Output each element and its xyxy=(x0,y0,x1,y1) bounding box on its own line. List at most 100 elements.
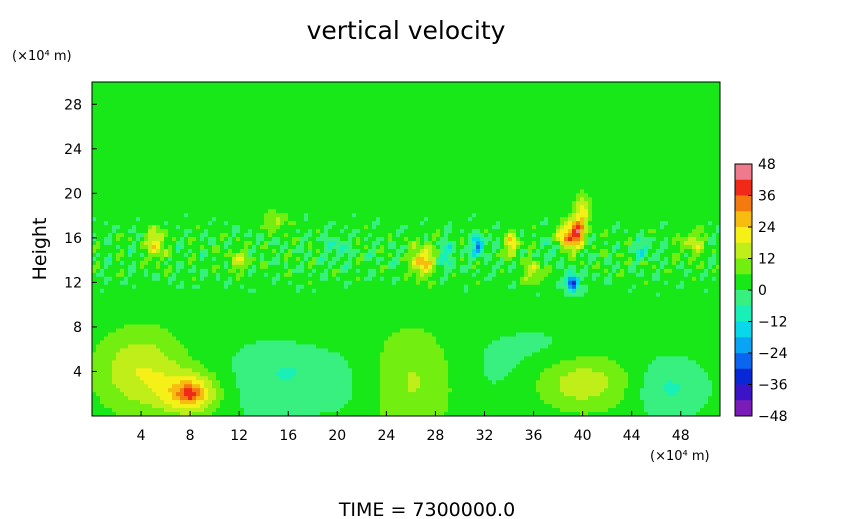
heatmap-cell xyxy=(700,185,705,190)
heatmap-cell xyxy=(504,85,509,91)
heatmap-cell xyxy=(464,121,469,127)
heatmap-cell xyxy=(220,201,225,206)
heatmap-cell xyxy=(304,89,309,95)
heatmap-cell xyxy=(356,185,361,190)
heatmap-cell xyxy=(404,161,409,166)
heatmap-cell xyxy=(632,165,637,170)
heatmap-cell xyxy=(248,129,253,135)
heatmap-cell xyxy=(444,157,449,162)
heatmap-cell xyxy=(708,117,713,123)
heatmap-cell xyxy=(628,133,633,139)
heatmap-cell xyxy=(144,105,149,111)
heatmap-cell xyxy=(304,133,309,139)
heatmap-cell xyxy=(248,153,253,158)
heatmap-cell xyxy=(168,125,173,131)
heatmap-cell xyxy=(432,117,437,123)
heatmap-cell xyxy=(684,165,689,170)
heatmap-cell xyxy=(248,141,253,147)
heatmap-cell xyxy=(412,161,417,166)
heatmap-cell xyxy=(120,149,125,154)
heatmap-cell xyxy=(508,121,513,127)
heatmap-cell xyxy=(688,165,693,170)
heatmap-cell xyxy=(304,117,309,123)
heatmap-cell xyxy=(436,125,441,131)
heatmap-cell xyxy=(372,193,377,198)
heatmap-cell xyxy=(652,105,657,111)
heatmap-cell xyxy=(420,193,425,198)
heatmap-cell xyxy=(132,149,137,154)
heatmap-cell xyxy=(256,82,261,87)
heatmap-cell xyxy=(228,197,233,202)
heatmap-cell xyxy=(236,145,241,150)
heatmap-cell xyxy=(476,149,481,154)
heatmap-cell xyxy=(316,161,321,166)
heatmap-cell xyxy=(472,125,477,131)
heatmap-cell xyxy=(612,117,617,123)
heatmap-cell xyxy=(608,117,613,123)
heatmap-cell xyxy=(296,153,301,158)
heatmap-cell xyxy=(688,85,693,91)
heatmap-cell xyxy=(332,189,337,194)
heatmap-cell xyxy=(300,82,305,87)
heatmap-cell xyxy=(176,177,181,182)
heatmap-cell xyxy=(560,169,565,174)
heatmap-cell xyxy=(184,153,189,158)
heatmap-cell xyxy=(112,181,117,186)
heatmap-cell xyxy=(316,117,321,123)
heatmap-cell xyxy=(436,185,441,190)
heatmap-cell xyxy=(148,97,153,103)
heatmap-cell xyxy=(692,121,697,127)
heatmap-cell xyxy=(628,189,633,194)
heatmap-cell xyxy=(460,97,465,103)
heatmap-cell xyxy=(476,121,481,127)
heatmap-cell xyxy=(668,101,673,107)
heatmap-cell xyxy=(576,189,581,194)
heatmap-cell xyxy=(604,145,609,150)
heatmap-cell xyxy=(644,101,649,107)
heatmap-cell xyxy=(552,149,557,154)
heatmap-cell xyxy=(436,101,441,107)
heatmap-cell xyxy=(680,82,685,87)
heatmap-cell xyxy=(376,205,381,210)
heatmap-cell xyxy=(644,189,649,194)
heatmap-cell xyxy=(360,82,365,87)
heatmap-cell xyxy=(488,161,493,166)
heatmap-cell xyxy=(624,177,629,182)
heatmap-cell xyxy=(568,169,573,174)
heatmap-cell xyxy=(440,149,445,154)
heatmap-cell xyxy=(280,133,285,139)
heatmap-cell xyxy=(644,97,649,103)
heatmap-cell xyxy=(384,201,389,206)
heatmap-cell xyxy=(116,117,121,123)
heatmap-cell xyxy=(436,193,441,198)
heatmap-cell xyxy=(132,117,137,123)
heatmap-cell xyxy=(636,141,641,147)
heatmap-cell xyxy=(472,141,477,147)
heatmap-cell xyxy=(512,113,517,119)
heatmap-cell xyxy=(328,93,333,99)
heatmap-cell xyxy=(272,173,277,178)
heatmap-cell xyxy=(412,129,417,135)
heatmap-cell xyxy=(444,197,449,202)
heatmap-cell xyxy=(708,121,713,127)
heatmap-cell xyxy=(612,133,617,139)
heatmap-cell xyxy=(308,189,313,194)
heatmap-cell xyxy=(564,165,569,170)
heatmap-cell xyxy=(100,189,105,194)
heatmap-cell xyxy=(420,173,425,178)
heatmap-cell xyxy=(304,129,309,135)
heatmap-cell xyxy=(376,193,381,198)
heatmap-cell xyxy=(268,173,273,178)
heatmap-cell xyxy=(444,201,449,206)
heatmap-cell xyxy=(128,85,133,91)
heatmap-cell xyxy=(376,137,381,143)
heatmap-cell xyxy=(332,205,337,210)
heatmap-cell xyxy=(148,197,153,202)
heatmap-cell xyxy=(108,133,113,139)
heatmap-cell xyxy=(132,201,137,206)
heatmap-cell xyxy=(284,93,289,99)
heatmap-cell xyxy=(120,145,125,150)
heatmap-cell xyxy=(124,129,129,135)
heatmap-cell xyxy=(672,189,677,194)
heatmap-cell xyxy=(648,137,653,143)
